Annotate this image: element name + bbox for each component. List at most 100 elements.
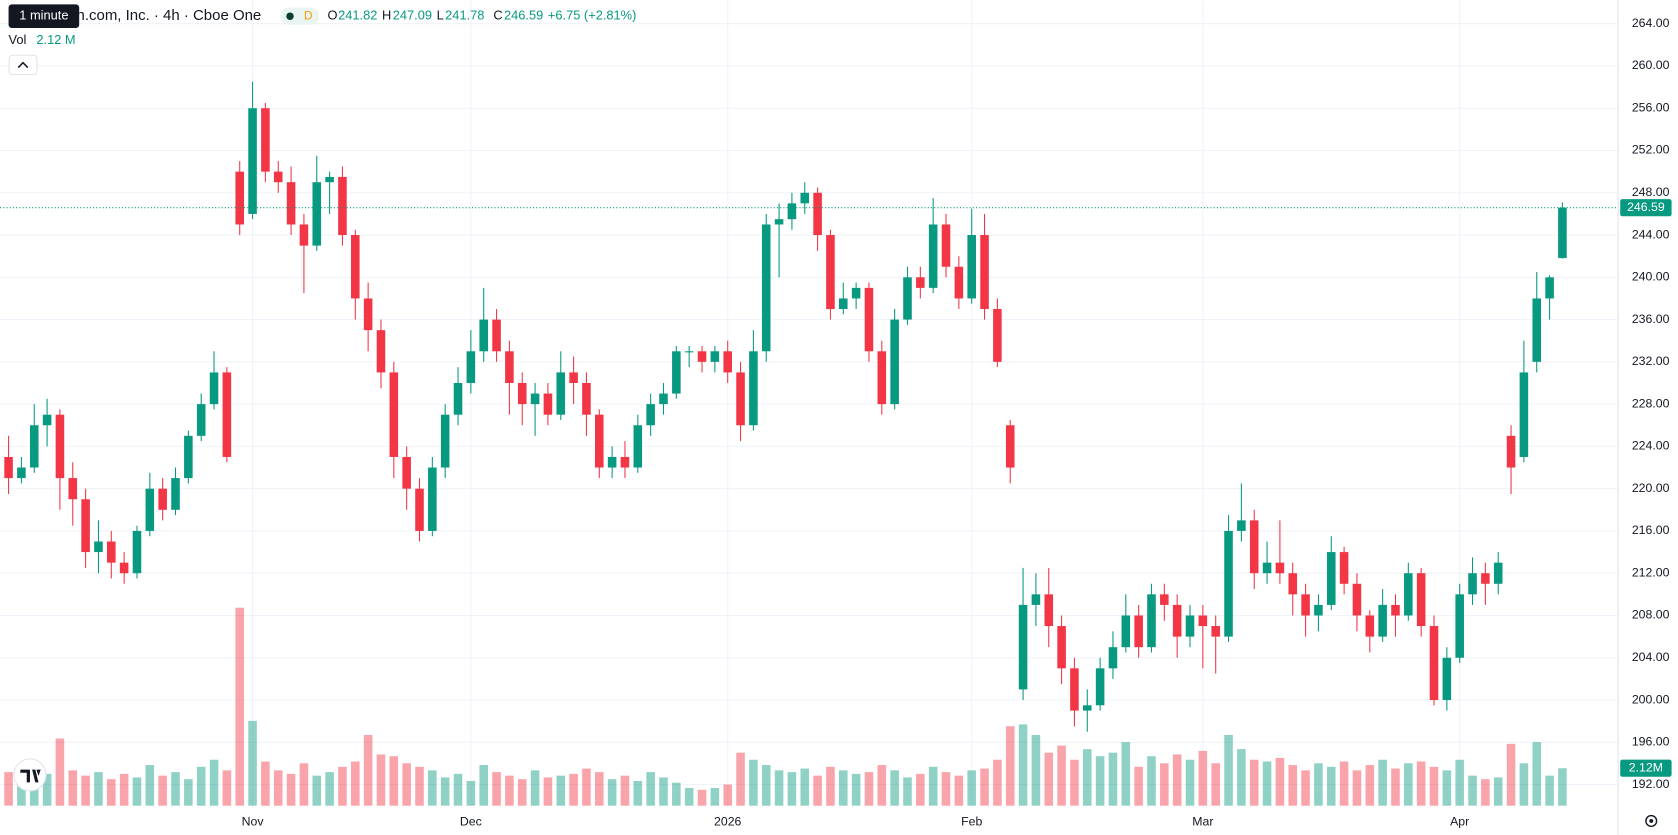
volume-bar bbox=[1481, 779, 1490, 806]
y-tick-label: 196.00 bbox=[1632, 735, 1670, 749]
volume-bar bbox=[261, 761, 270, 806]
volume-bar bbox=[428, 770, 437, 806]
candle-body bbox=[1429, 626, 1439, 701]
volume-bar bbox=[158, 775, 167, 806]
candle-body bbox=[633, 425, 643, 468]
volume-bar bbox=[697, 789, 707, 806]
candle-body bbox=[1185, 615, 1195, 637]
candle-body bbox=[890, 319, 899, 405]
candle-body bbox=[145, 488, 155, 531]
candle-body bbox=[646, 404, 655, 426]
candle-body bbox=[839, 298, 848, 310]
volume-bar bbox=[928, 766, 938, 806]
volume-bar bbox=[1339, 761, 1349, 806]
volume-bar bbox=[1352, 770, 1362, 806]
candle-body bbox=[684, 351, 694, 353]
candle-body bbox=[363, 298, 373, 331]
candle-layer bbox=[4, 81, 1567, 732]
volume-bar bbox=[582, 768, 591, 806]
candle-body bbox=[1044, 594, 1054, 627]
volume-bar bbox=[556, 775, 566, 806]
candle-body bbox=[440, 414, 450, 468]
candle-body bbox=[1018, 604, 1028, 690]
logo-badge[interactable] bbox=[13, 758, 47, 792]
candle-body bbox=[209, 372, 219, 405]
volume-bar bbox=[877, 765, 887, 806]
candle-body bbox=[916, 277, 925, 288]
y-tick-label: 240.00 bbox=[1632, 270, 1670, 284]
candle-body bbox=[736, 372, 745, 426]
candle-body bbox=[1275, 562, 1285, 574]
volume-bar bbox=[492, 772, 501, 806]
candle-body bbox=[184, 435, 193, 479]
candle-body bbox=[595, 414, 604, 468]
candle-body bbox=[1352, 583, 1362, 616]
candle-body bbox=[299, 224, 309, 246]
volume-bar bbox=[1108, 752, 1118, 806]
volume-bar bbox=[761, 765, 771, 806]
candle-body bbox=[492, 319, 501, 352]
candle-body bbox=[1326, 552, 1336, 605]
candle-body bbox=[248, 108, 257, 214]
y-tick-label: 204.00 bbox=[1632, 650, 1670, 664]
volume-bar bbox=[312, 775, 322, 806]
volume-bar bbox=[595, 772, 604, 806]
volume-bar bbox=[222, 770, 232, 806]
candle-body bbox=[787, 203, 797, 220]
volume-bar bbox=[710, 788, 720, 806]
candle-body bbox=[261, 108, 270, 172]
volume-bar bbox=[1121, 742, 1131, 806]
candle-body bbox=[94, 541, 103, 553]
candle-body bbox=[1481, 573, 1490, 584]
candle-body bbox=[993, 309, 1002, 362]
volume-bar bbox=[890, 770, 899, 806]
candle-body bbox=[1160, 594, 1169, 605]
candle-body bbox=[851, 287, 861, 299]
ohlc-label: L bbox=[437, 8, 444, 23]
volume-bar bbox=[851, 773, 861, 806]
y-tick-label: 232.00 bbox=[1632, 354, 1670, 368]
volume-bar bbox=[1288, 765, 1298, 806]
ohlc-label: O bbox=[327, 8, 337, 23]
volume-bar bbox=[1468, 775, 1477, 806]
volume-bar bbox=[466, 780, 476, 806]
candle-body bbox=[517, 382, 527, 405]
volume-bar bbox=[1391, 768, 1400, 806]
volume-bar bbox=[1005, 726, 1015, 806]
volume-bar bbox=[338, 766, 347, 806]
candle-body bbox=[1558, 207, 1567, 259]
candle-body bbox=[1519, 372, 1529, 457]
candle-body bbox=[928, 224, 938, 288]
collapse-button[interactable] bbox=[8, 54, 38, 76]
x-tick-label: Nov bbox=[242, 814, 265, 828]
volume-bar bbox=[1506, 743, 1516, 806]
volume-bar bbox=[749, 759, 758, 806]
candle-body bbox=[569, 372, 578, 383]
symbol-title: Amazon.com, Inc. · 4h · Cboe One bbox=[30, 7, 261, 24]
settings-icon[interactable] bbox=[1645, 814, 1658, 827]
volume-bar bbox=[774, 770, 784, 806]
volume-bar bbox=[659, 777, 668, 806]
candle-body bbox=[286, 182, 296, 225]
status-pill[interactable] bbox=[280, 7, 319, 25]
candle-body bbox=[171, 478, 180, 510]
candle-body bbox=[1172, 604, 1182, 637]
change: +6.75 (+2.81%) bbox=[548, 8, 636, 23]
volume-bar bbox=[1249, 759, 1259, 806]
y-tick-label: 228.00 bbox=[1632, 396, 1670, 410]
volume-value-box bbox=[1620, 759, 1672, 777]
candle-body bbox=[312, 182, 322, 246]
volume-bar bbox=[1558, 768, 1567, 806]
volume-bar bbox=[1416, 761, 1426, 806]
volume-bar bbox=[4, 772, 13, 806]
candle-body bbox=[1532, 298, 1542, 362]
volume-bar bbox=[42, 773, 52, 806]
candle-body bbox=[4, 456, 13, 479]
volume-bar bbox=[941, 772, 951, 806]
volume-bar bbox=[1378, 759, 1387, 806]
volume-bar bbox=[800, 768, 810, 806]
candle-body bbox=[351, 235, 360, 299]
volume-bar bbox=[453, 773, 463, 806]
candle-body bbox=[338, 176, 347, 236]
